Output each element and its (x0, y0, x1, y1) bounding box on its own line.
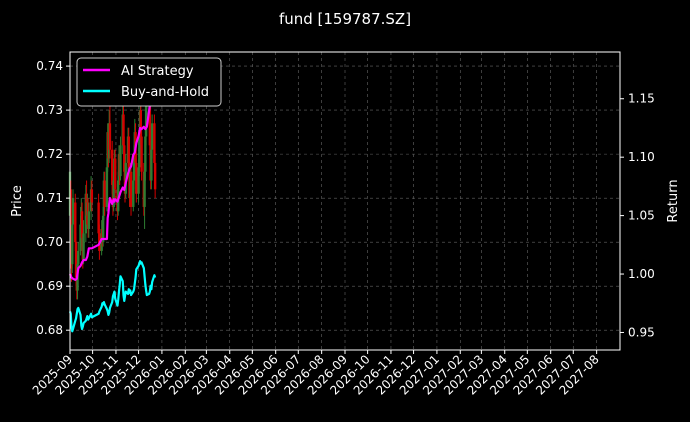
series-line-ai-strategy (68, 88, 156, 281)
chart-title: fund [159787.SZ] (279, 10, 411, 28)
candle-body (148, 105, 152, 146)
candle-body (127, 136, 130, 168)
candle-body (71, 224, 74, 265)
candle-body (69, 189, 72, 243)
y-left-tick-label: 0.74 (36, 59, 63, 73)
return-lines-layer (68, 88, 157, 333)
candle-body (74, 242, 78, 278)
legend: AI Strategy Buy-and-Hold (76, 57, 222, 107)
candle-body (123, 145, 126, 172)
candle-body (82, 233, 85, 260)
candle-body (138, 136, 141, 168)
candle-body (137, 167, 140, 194)
candle-body (132, 154, 136, 181)
candle-body (153, 123, 156, 163)
candle-body (112, 180, 115, 207)
candle-body (144, 105, 148, 137)
candle-body (135, 162, 138, 194)
candle-body (97, 202, 100, 234)
candle-body (132, 180, 135, 207)
candle-body (129, 171, 133, 207)
y-left-tick-label: 0.71 (36, 191, 63, 205)
y-left-tick-label: 0.68 (36, 323, 63, 337)
candle-body (77, 250, 80, 265)
y-right-tick-label: 1.10 (628, 150, 655, 164)
candle-body (71, 198, 75, 225)
y-right-tick-label: 1.15 (628, 92, 655, 106)
legend-label-ai-strategy: AI Strategy (121, 64, 194, 79)
candle-body (103, 180, 106, 207)
candle-body (150, 123, 154, 150)
candlestick-layer (68, 61, 157, 300)
y-right-tick-label: 0.95 (628, 325, 655, 339)
candle-body (80, 211, 84, 238)
candle-body (105, 167, 109, 207)
candle-body (144, 136, 147, 172)
y-right-tick-label: 1.00 (628, 267, 655, 281)
series-line-buy-and-hold (68, 260, 157, 333)
legend-box (76, 57, 222, 107)
y-left-tick-label: 0.73 (36, 103, 63, 117)
candle-body (143, 171, 146, 207)
y-axis-left-label: Price (10, 185, 25, 217)
candle-body (74, 202, 77, 243)
candle-body (79, 224, 82, 251)
candle-body (150, 149, 153, 181)
candle-body (87, 211, 91, 229)
y-left-tick-label: 0.72 (36, 147, 63, 161)
legend-label-buy-and-hold: Buy-and-Hold (121, 85, 209, 100)
y-axis-right-label: Return (666, 179, 681, 222)
y-right-tick-label: 1.05 (628, 209, 655, 223)
candle-body (101, 215, 105, 243)
candle-body (114, 158, 117, 190)
candle-body (122, 114, 125, 146)
candle-body (140, 136, 143, 172)
candle-body (139, 110, 143, 137)
candle-body (153, 162, 157, 190)
candle-body (108, 123, 112, 150)
candle-body (119, 145, 122, 177)
y-left-tick-label: 0.69 (36, 279, 63, 293)
y-left-tick-label: 0.70 (36, 235, 63, 249)
candle-body (110, 149, 114, 185)
candle-body (90, 189, 94, 203)
